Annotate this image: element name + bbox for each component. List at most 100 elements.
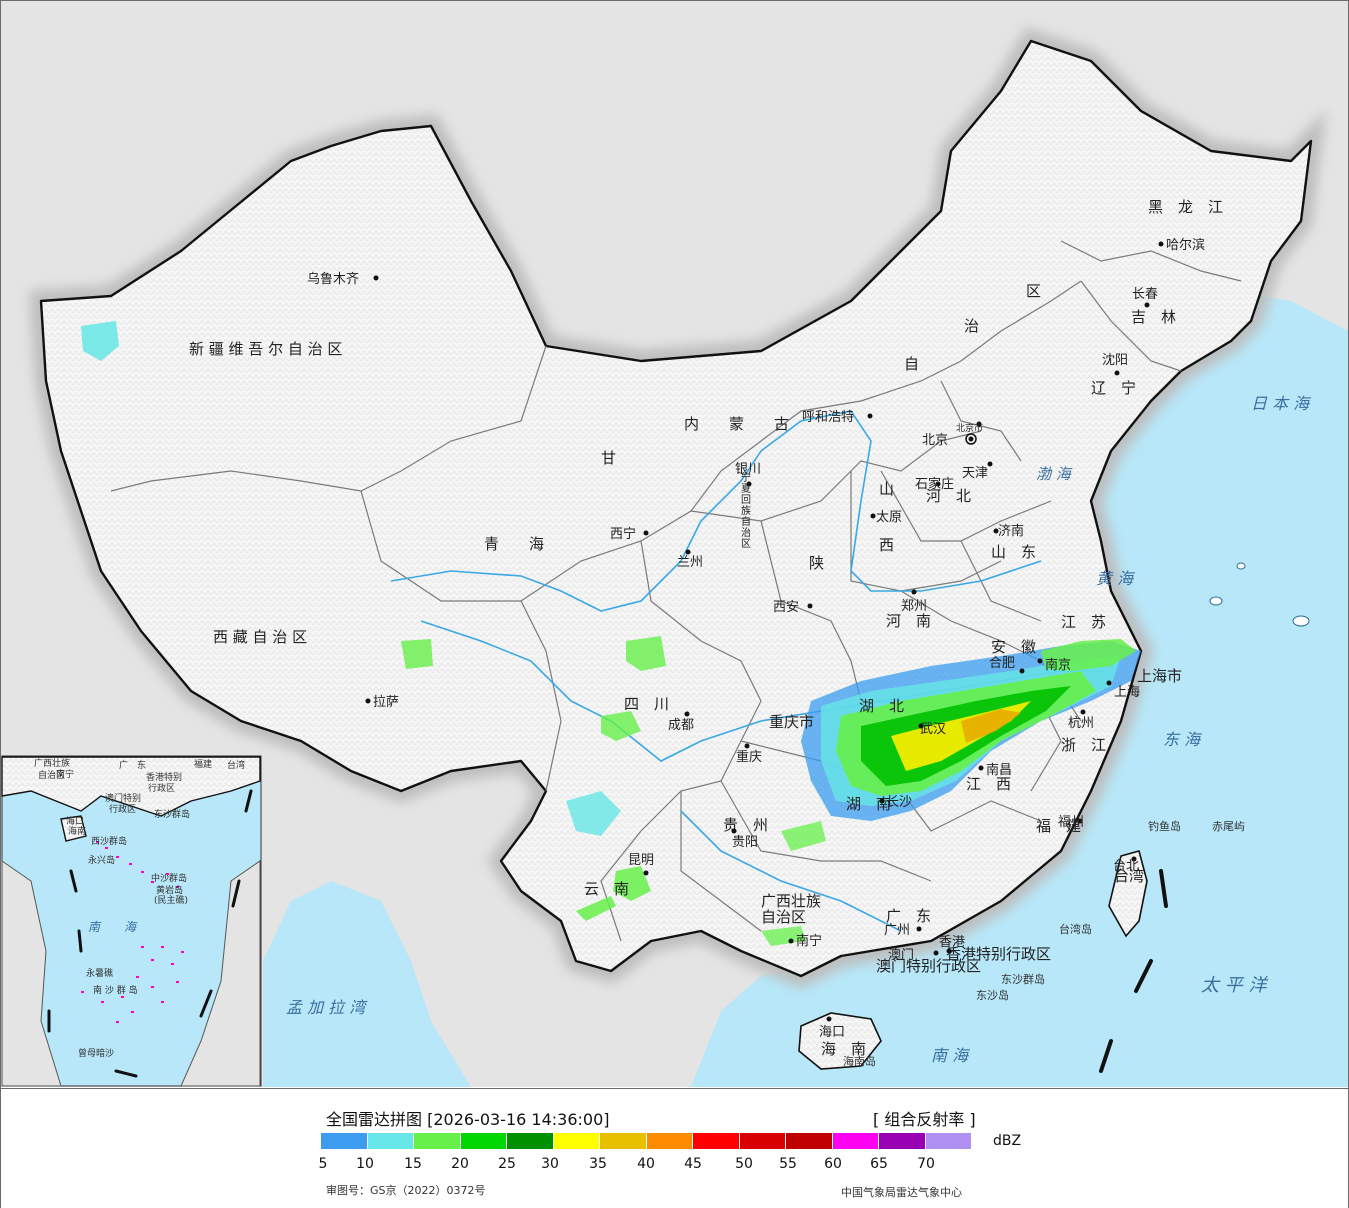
product-label: [ 组合反射率 ] (873, 1110, 976, 1129)
tick-label: 70 (917, 1156, 935, 1172)
city-marker (1144, 302, 1150, 308)
inset-label: 行政区 (109, 803, 136, 815)
city-marker (870, 513, 876, 519)
color-swatch-1 (321, 1133, 368, 1149)
color-swatch-5 (507, 1133, 554, 1149)
taiwan-island (1108, 850, 1148, 938)
city-label: 长沙 (886, 795, 912, 810)
region-label: 湖 南 (846, 795, 891, 813)
echo-tibet (401, 639, 433, 669)
review-number: 审图号：GS京（2022）0372号 (326, 1184, 486, 1197)
color-swatch-12 (832, 1133, 879, 1149)
inset-label: 行政区 (148, 782, 175, 794)
city-marker (946, 948, 952, 954)
city-marker (911, 589, 917, 595)
region-label: 广西壮族 (761, 892, 821, 910)
city-label: 武汉 (920, 722, 946, 737)
city-marker (1158, 241, 1164, 247)
tick-label: 5 (318, 1156, 328, 1172)
color-swatch-6 (553, 1133, 600, 1149)
inset-label: 永兴岛 (88, 854, 115, 866)
city-marker (1114, 370, 1120, 376)
city-label: 香港 (939, 935, 965, 950)
inset-label: 南宁 (56, 768, 74, 780)
city-marker (744, 743, 750, 749)
city-marker (976, 421, 982, 427)
inset-label: 海南 (68, 825, 86, 837)
color-swatch-11 (786, 1133, 833, 1149)
producer-label: 中国气象局雷达气象中心 (841, 1186, 962, 1199)
city-label: 西安 (773, 600, 799, 615)
region-label: 区 (1026, 282, 1041, 300)
region-label: 自 (904, 355, 919, 373)
region-label: 江 苏 (1061, 613, 1106, 631)
legend-title: 全国雷达拼图 [2026-03-16 14:36:00] (326, 1110, 610, 1129)
city-marker (935, 481, 941, 487)
region-label: 山 东 (991, 543, 1036, 561)
city-marker (1106, 680, 1112, 686)
city-label: 太原 (876, 510, 902, 525)
city-marker (788, 938, 794, 944)
city-label: 贵阳 (732, 835, 758, 850)
province-borders (110, 240, 1242, 942)
city-marker (867, 413, 873, 419)
tick-label: 50 (735, 1156, 753, 1172)
inset-label: (民主礁) (154, 894, 188, 906)
color-swatch-3 (414, 1133, 461, 1149)
city-label: 海口 (819, 1025, 845, 1040)
city-label: 南昌 (986, 762, 1012, 778)
city-marker (1080, 709, 1086, 715)
region-label: 安 徽 (991, 638, 1036, 656)
inset-label: 黄岩岛 (156, 884, 183, 896)
island-label: 东沙群岛 (1001, 972, 1045, 986)
city-label: 郑州 (901, 599, 927, 614)
inset-label: 广 东 (119, 759, 146, 771)
region-label: 西 (879, 536, 894, 554)
city-label: 杭州 (1068, 716, 1094, 731)
color-swatch-7 (600, 1133, 647, 1149)
city-marker (685, 549, 691, 555)
color-swatch-2 (367, 1133, 414, 1149)
city-marker (746, 481, 752, 487)
inset-label: 澳门特别 (105, 792, 141, 804)
region-label: 贵 州 (723, 816, 768, 834)
sea-bay-of-bengal (263, 881, 471, 1087)
city-label: 合肥 (989, 656, 1015, 671)
city-marker (1077, 818, 1083, 824)
tick-label: 60 (824, 1156, 842, 1172)
region-label: 广 东 (886, 907, 931, 925)
tick-label: 65 (870, 1156, 888, 1172)
city-label: 福州 (1058, 815, 1084, 830)
echo-yunnan-3 (576, 896, 616, 921)
inset-label: 台湾 (227, 759, 245, 771)
city-marker (933, 950, 939, 956)
radar-echoes (81, 321, 1141, 946)
city-label: 拉萨 (373, 695, 399, 710)
color-swatch-13 (879, 1133, 926, 1149)
city-marker (987, 461, 993, 467)
city-label: 长春 (1132, 287, 1158, 302)
tick-label: 15 (404, 1156, 422, 1172)
south-china-sea-inset (1, 755, 262, 1087)
echo-qinghai (626, 636, 666, 671)
region-label: 海 南 (821, 1040, 866, 1058)
map-panel: 新 疆 维 吾 尔 自 治 区西 藏 自 治 区青 海甘四 川云 南贵 州广西壮… (1, 1, 1348, 1087)
echo-guangxi (761, 926, 806, 946)
sea-label: 南 海 (931, 1046, 970, 1065)
region-label: 湖 北 (859, 697, 904, 715)
region-label: 重庆市 (769, 713, 814, 731)
inset-label: 曾母暗沙 (78, 1047, 114, 1059)
unit-label: dBZ (993, 1133, 1022, 1149)
inset-label: 西沙群岛 (91, 835, 127, 847)
inset-label: 自治区 (38, 769, 65, 781)
inset-label: 广西壮族 (34, 757, 70, 769)
island-label: 赤尾屿 (1212, 820, 1245, 833)
city-label: 石家庄 (915, 476, 954, 492)
inset-label: 福建 (194, 758, 212, 770)
city-label: 成都 (668, 718, 694, 733)
capital-marker (965, 433, 977, 445)
echo-central-orange (961, 709, 1021, 743)
city-label: 呼和浩特 (802, 410, 854, 425)
tick-label: 20 (451, 1156, 469, 1172)
